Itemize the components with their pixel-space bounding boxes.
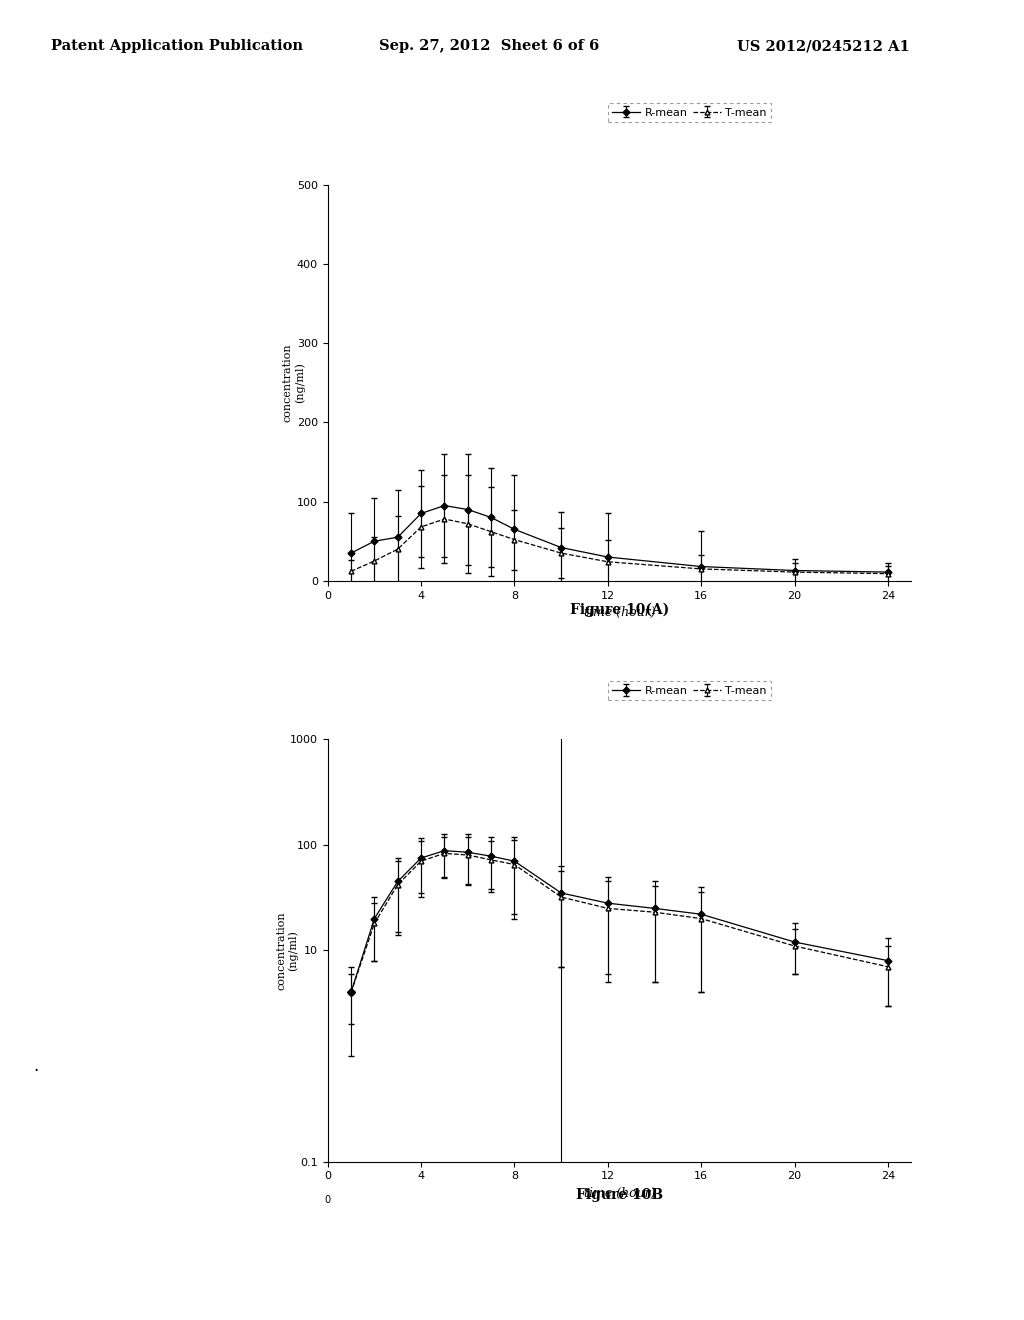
Legend: R-mean, T-mean: R-mean, T-mean bbox=[608, 681, 771, 701]
Legend: R-mean, T-mean: R-mean, T-mean bbox=[608, 103, 771, 123]
Text: Figure 10B: Figure 10B bbox=[575, 1188, 664, 1201]
Text: 0: 0 bbox=[325, 1196, 331, 1205]
Text: Patent Application Publication: Patent Application Publication bbox=[51, 40, 303, 53]
X-axis label: time (hour): time (hour) bbox=[584, 606, 655, 619]
Text: Figure 10(A): Figure 10(A) bbox=[570, 603, 669, 616]
Y-axis label: concentration
(ng/ml): concentration (ng/ml) bbox=[283, 343, 305, 422]
X-axis label: time (hour): time (hour) bbox=[584, 1187, 655, 1200]
Text: .: . bbox=[33, 1057, 39, 1076]
Text: Sep. 27, 2012  Sheet 6 of 6: Sep. 27, 2012 Sheet 6 of 6 bbox=[379, 40, 599, 53]
Text: US 2012/0245212 A1: US 2012/0245212 A1 bbox=[737, 40, 910, 53]
Y-axis label: concentration
(ng/ml): concentration (ng/ml) bbox=[276, 911, 298, 990]
